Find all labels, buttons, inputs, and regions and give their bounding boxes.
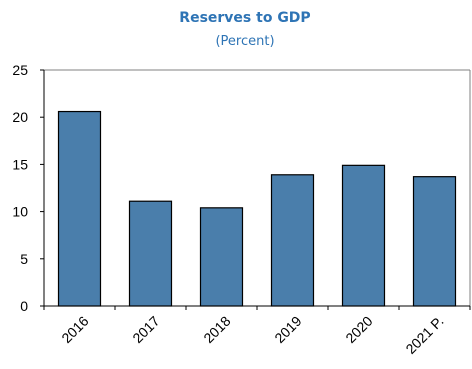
x-tick-label: 2021 P. xyxy=(402,313,446,357)
y-tick-label: 15 xyxy=(12,156,28,172)
bar-2020 xyxy=(341,164,386,307)
chart-subtitle: (Percent) xyxy=(215,34,274,49)
bar-2016 xyxy=(57,110,102,307)
x-tick-label: 2017 xyxy=(129,313,162,346)
plot-area: 0 5 10 15 20 25 2016 2017 2018 2019 2020 2021 P. xyxy=(12,62,471,357)
y-tick-label: 25 xyxy=(12,62,28,78)
bar-2017 xyxy=(128,200,173,307)
chart-title: Reserves to GDP xyxy=(179,10,310,26)
y-tick-label: 5 xyxy=(20,251,28,267)
y-tick-label: 0 xyxy=(20,298,28,314)
x-tick-label: 2018 xyxy=(200,313,233,346)
bar-2019 xyxy=(270,174,315,307)
x-tick-label: 2019 xyxy=(271,313,304,346)
x-tick-label: 2016 xyxy=(58,313,91,346)
bar-2018 xyxy=(199,207,244,307)
y-tick-label: 20 xyxy=(12,109,28,125)
bar-2021-p xyxy=(412,176,457,307)
x-tick-label: 2020 xyxy=(342,313,375,346)
y-tick-label: 10 xyxy=(12,204,28,220)
